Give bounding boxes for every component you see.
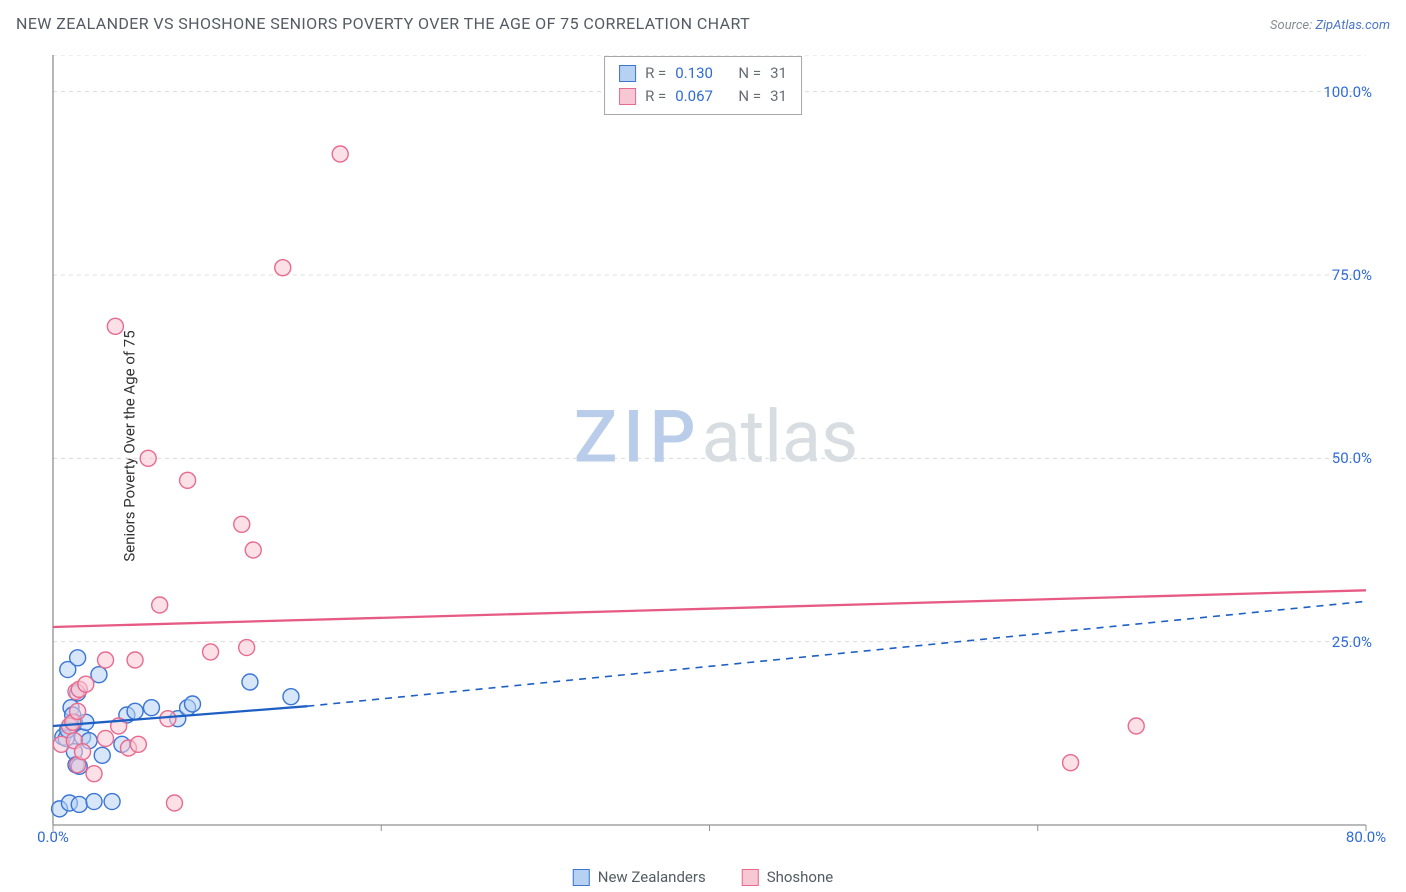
source-link[interactable]: ZipAtlas.com [1315, 18, 1390, 33]
x-tick-label: 80.0% [1346, 828, 1386, 846]
legend-swatch [619, 88, 636, 105]
legend-series-item: Shoshone [742, 868, 834, 886]
y-tick-label: 25.0% [1332, 633, 1372, 651]
legend-series-label: Shoshone [767, 868, 834, 886]
legend-stats: R = 0.130 N = 31 R = 0.067 N = 31 [604, 56, 802, 115]
n-label: N = [738, 62, 761, 85]
legend-swatch [742, 869, 759, 886]
legend-series-item: New Zealanders [573, 868, 706, 886]
n-value: 31 [770, 85, 787, 108]
source-credit: Source: ZipAtlas.com [1270, 18, 1390, 33]
y-tick-label: 50.0% [1332, 449, 1372, 467]
r-label: R = [645, 62, 666, 85]
legend-stat-row: R = 0.067 N = 31 [619, 85, 787, 108]
legend-series: New Zealanders Shoshone [573, 868, 833, 886]
legend-swatch [619, 65, 636, 82]
y-tick-label: 75.0% [1332, 266, 1372, 284]
chart-title: NEW ZEALANDER VS SHOSHONE SENIORS POVERT… [16, 14, 750, 33]
legend-series-label: New Zealanders [598, 868, 706, 886]
y-tick-label: 100.0% [1323, 83, 1372, 101]
r-label: R = [645, 85, 666, 108]
r-value: 0.130 [675, 62, 713, 85]
legend-stat-row: R = 0.130 N = 31 [619, 62, 787, 85]
x-tick-label: 0.0% [37, 828, 69, 846]
source-prefix: Source: [1270, 18, 1315, 33]
n-value: 31 [770, 62, 787, 85]
n-label: N = [738, 85, 761, 108]
scatter-plot: ZIPatlas 25.0%50.0%75.0%100.0%0.0%80.0% [48, 55, 1384, 850]
legend-swatch [573, 869, 590, 886]
r-value: 0.067 [675, 85, 713, 108]
plot-svg [48, 55, 1384, 850]
